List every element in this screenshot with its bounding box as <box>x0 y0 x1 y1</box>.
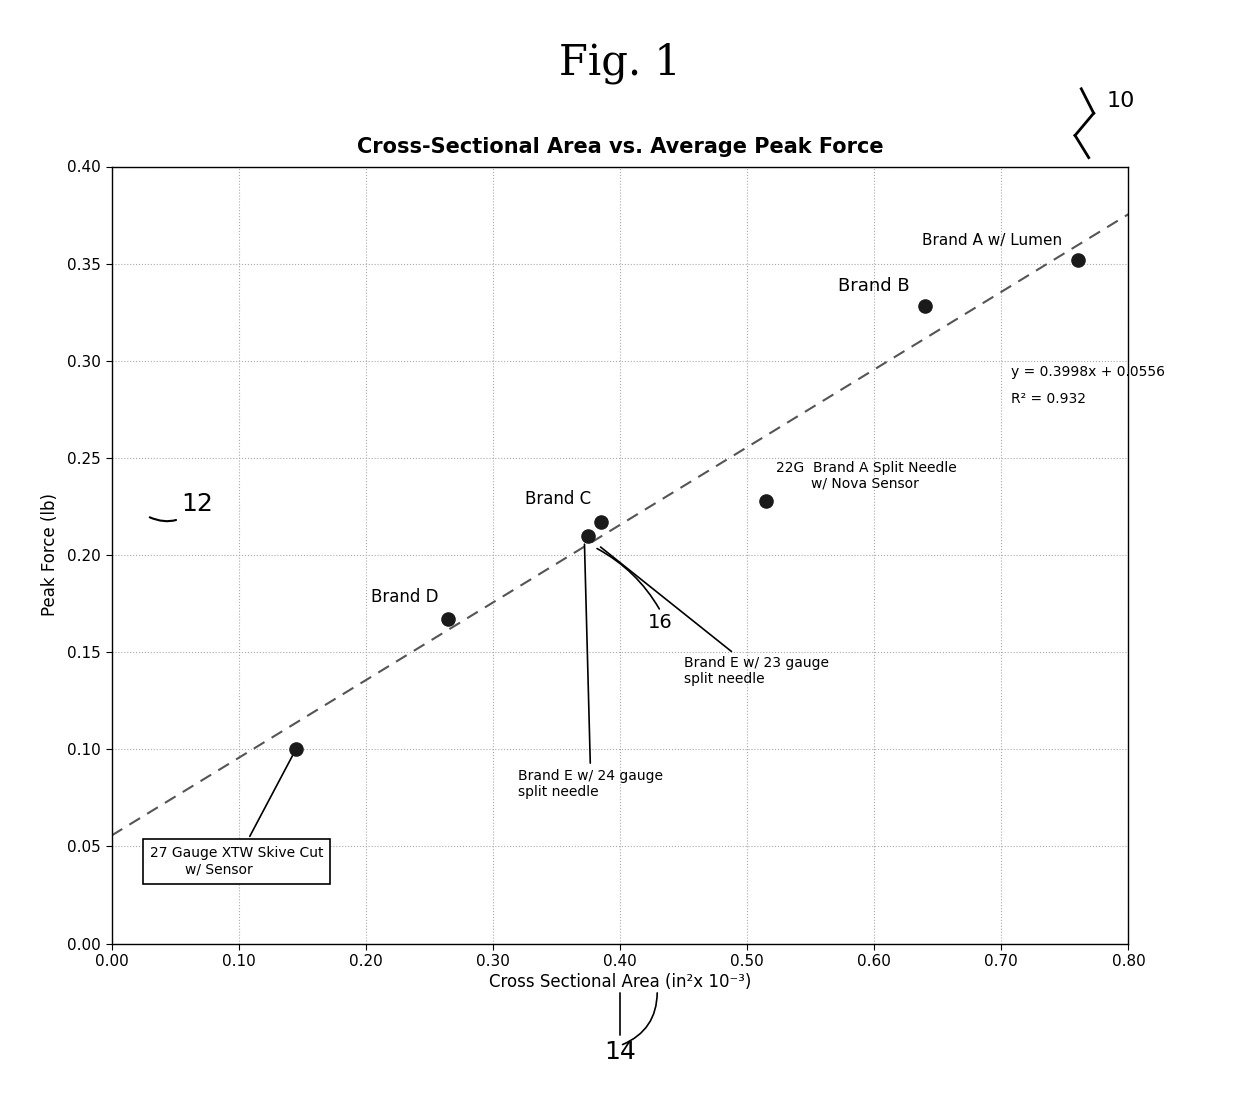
Point <box>1068 251 1087 269</box>
Text: Fig. 1: Fig. 1 <box>559 42 681 84</box>
Text: 27 Gauge XTW Skive Cut
        w/ Sensor: 27 Gauge XTW Skive Cut w/ Sensor <box>150 751 324 877</box>
Text: Cross Sectional Area (in²x 10⁻³): Cross Sectional Area (in²x 10⁻³) <box>489 973 751 991</box>
Point <box>591 513 611 531</box>
Text: R² = 0.932: R² = 0.932 <box>1012 392 1086 406</box>
Text: Brand B: Brand B <box>838 276 910 294</box>
Point <box>915 297 935 315</box>
Point <box>439 610 459 628</box>
Text: 22G  Brand A Split Needle
        w/ Nova Sensor: 22G Brand A Split Needle w/ Nova Sensor <box>776 461 957 491</box>
Text: 12: 12 <box>150 493 213 522</box>
Y-axis label: Peak Force (lb): Peak Force (lb) <box>41 494 60 616</box>
Text: 10: 10 <box>1106 91 1135 111</box>
Point <box>756 492 776 509</box>
Text: 14: 14 <box>604 1040 636 1064</box>
Text: Brand E w/ 23 gauge
split needle: Brand E w/ 23 gauge split needle <box>600 547 828 686</box>
Text: Brand A w/ Lumen: Brand A w/ Lumen <box>923 233 1063 249</box>
Text: 16: 16 <box>649 613 673 633</box>
Text: Brand D: Brand D <box>371 587 438 606</box>
Text: Brand E w/ 24 gauge
split needle: Brand E w/ 24 gauge split needle <box>518 544 663 799</box>
Title: Cross-Sectional Area vs. Average Peak Force: Cross-Sectional Area vs. Average Peak Fo… <box>357 137 883 157</box>
Text: Brand C: Brand C <box>525 491 590 508</box>
Point <box>578 527 598 545</box>
Point <box>286 740 306 758</box>
Text: y = 0.3998x + 0.0556: y = 0.3998x + 0.0556 <box>1012 364 1166 379</box>
